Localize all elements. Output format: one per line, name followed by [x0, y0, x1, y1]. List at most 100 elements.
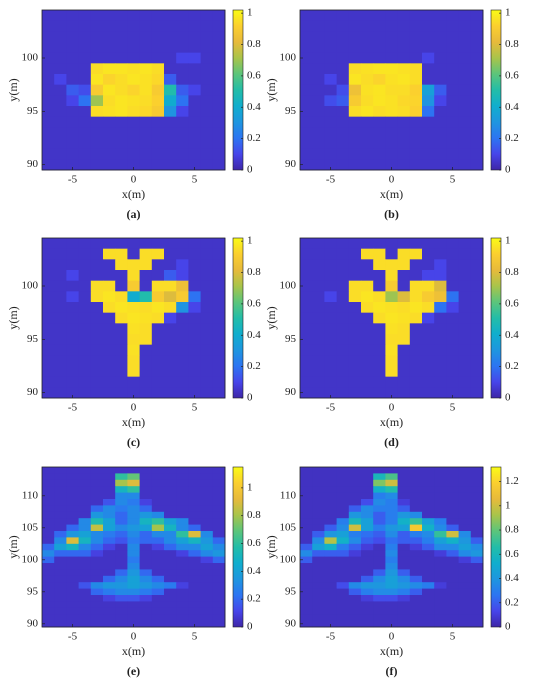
colorbar-tick-label: 0.2 [247, 132, 261, 144]
heatmap-cell [212, 492, 226, 500]
heatmap-cell [139, 524, 153, 532]
heatmap-cell [300, 376, 313, 388]
heatmap-cell [397, 614, 411, 621]
heatmap-cell [200, 511, 214, 519]
colorbar-tick-label: 0 [247, 164, 253, 176]
heatmap-cell [397, 556, 411, 564]
heatmap-cell [66, 595, 79, 602]
heatmap-cell [42, 138, 55, 150]
heatmap-cell [336, 42, 350, 54]
heatmap-cell [54, 467, 67, 474]
heatmap-cell [348, 84, 362, 96]
heatmap-cell [336, 138, 350, 150]
heatmap-cell [78, 492, 92, 500]
heatmap-cell [78, 31, 92, 43]
heatmap-cell [434, 492, 447, 500]
heatmap-cell [90, 106, 104, 118]
heatmap-cell [336, 537, 350, 545]
colorbar-tick-label: 0.8 [247, 266, 261, 278]
y-tick-label: 95 [27, 585, 39, 597]
heatmap-cell [336, 387, 350, 399]
heatmap-cell [312, 473, 325, 481]
heatmap-cell [458, 270, 472, 282]
heatmap-cell [188, 543, 201, 551]
heatmap-cell [164, 334, 177, 346]
heatmap-cell [139, 499, 153, 506]
heatmap-cell [115, 537, 128, 545]
heatmap-cell [127, 334, 140, 346]
heatmap-cell [300, 486, 313, 493]
heatmap-cell [470, 312, 484, 324]
heatmap-cell [115, 238, 128, 250]
heatmap-cell [188, 312, 201, 324]
heatmap-cell [103, 550, 116, 557]
heatmap-cell [324, 524, 337, 532]
heatmap-cell [103, 302, 116, 314]
heatmap-cell [115, 467, 128, 474]
heatmap-cell [78, 74, 92, 86]
panel-label: (e) [127, 664, 140, 678]
heatmap-cell [348, 575, 362, 583]
heatmap-cell [200, 84, 214, 96]
heatmap-cell [176, 238, 189, 250]
heatmap-cell [385, 376, 398, 388]
heatmap-cell [139, 511, 153, 519]
heatmap-cell [397, 302, 411, 314]
heatmap-cell [312, 588, 325, 596]
heatmap-cell [422, 148, 435, 160]
heatmap-cell [188, 479, 201, 487]
heatmap-cell [212, 63, 226, 75]
heatmap-cell [361, 601, 374, 609]
colorbar-tick-label: 0.8 [505, 524, 519, 536]
heatmap-cell [151, 537, 165, 545]
heatmap-cell [90, 159, 104, 171]
heatmap-cell [188, 550, 201, 557]
heatmap-cell [434, 302, 447, 314]
heatmap-cell [54, 543, 67, 551]
heatmap-cell [151, 620, 165, 628]
heatmap-cell [90, 543, 104, 551]
heatmap-cell [151, 138, 165, 150]
heatmap-cell [470, 582, 484, 589]
heatmap-cell [188, 582, 201, 589]
heatmap-cell [151, 595, 165, 602]
heatmap-cell [446, 575, 459, 583]
heatmap-cell [373, 518, 386, 525]
heatmap-cell [66, 355, 79, 367]
heatmap-cell [139, 467, 153, 474]
heatmap-cell [470, 511, 484, 519]
heatmap-cell [139, 312, 153, 324]
heatmap-cell [42, 355, 55, 367]
heatmap-cell [188, 42, 201, 54]
heatmap-cell [324, 159, 337, 171]
heatmap-cell [200, 42, 214, 54]
heatmap-cell [200, 543, 214, 551]
heatmap-cell [90, 575, 104, 583]
heatmap-cell [115, 620, 128, 628]
heatmap-cell [385, 42, 398, 54]
heatmap-cell [422, 473, 435, 481]
heatmap-cell [176, 138, 189, 150]
x-tick-label: 0 [131, 174, 137, 186]
heatmap-cell [176, 550, 189, 557]
heatmap-cell [312, 238, 325, 250]
heatmap-cell [422, 524, 435, 532]
heatmap-cell [176, 511, 189, 519]
heatmap-cell [361, 499, 374, 506]
heatmap-cell [336, 569, 350, 577]
heatmap-cell [127, 127, 140, 139]
heatmap-cell [434, 127, 447, 139]
heatmap-cell [422, 302, 435, 314]
heatmap-cell [127, 31, 140, 43]
heatmap-cell [176, 291, 189, 303]
heatmap-cell [90, 588, 104, 596]
heatmap-cell [188, 355, 201, 367]
heatmap-cell [115, 614, 128, 621]
heatmap-cell [151, 355, 165, 367]
heatmap-cell [348, 607, 362, 615]
heatmap-cell [312, 302, 325, 314]
heatmap-cell [200, 63, 214, 75]
heatmap-cell [361, 20, 374, 32]
heatmap-cell [66, 20, 79, 32]
heatmap-cell [361, 492, 374, 500]
